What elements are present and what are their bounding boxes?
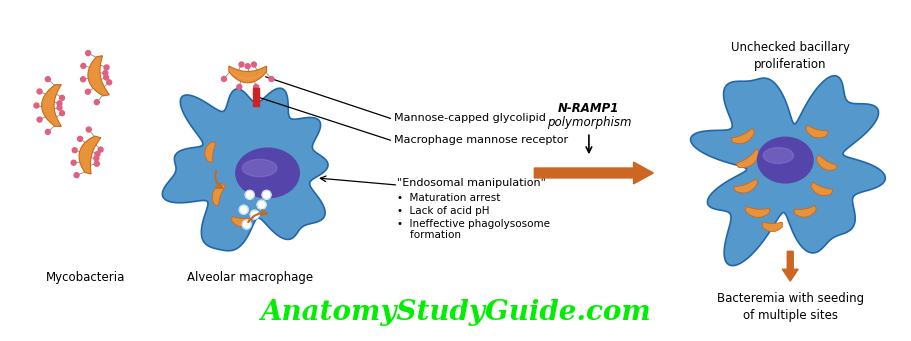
FancyArrow shape	[534, 162, 652, 184]
Circle shape	[242, 220, 251, 229]
Circle shape	[46, 130, 50, 134]
Circle shape	[245, 64, 250, 69]
Circle shape	[251, 62, 256, 67]
Text: AnatomyStudyGuide.com: AnatomyStudyGuide.com	[261, 299, 650, 326]
Circle shape	[239, 62, 244, 67]
Circle shape	[94, 156, 98, 161]
Circle shape	[94, 161, 99, 166]
Polygon shape	[690, 76, 885, 266]
Circle shape	[269, 76, 273, 81]
Polygon shape	[732, 179, 757, 193]
Circle shape	[71, 160, 76, 165]
Circle shape	[37, 89, 42, 94]
Polygon shape	[744, 206, 769, 217]
Ellipse shape	[242, 159, 277, 177]
Circle shape	[250, 210, 259, 219]
Circle shape	[98, 147, 103, 152]
Polygon shape	[87, 56, 109, 96]
Polygon shape	[762, 222, 782, 232]
Circle shape	[80, 77, 86, 82]
Polygon shape	[262, 180, 281, 192]
Polygon shape	[205, 142, 216, 162]
Text: "Endosomal manipulation": "Endosomal manipulation"	[397, 178, 546, 188]
Circle shape	[103, 71, 107, 76]
Polygon shape	[46, 85, 57, 127]
Circle shape	[221, 76, 226, 81]
Circle shape	[104, 75, 108, 80]
Circle shape	[107, 80, 111, 85]
Circle shape	[253, 85, 259, 89]
Circle shape	[57, 105, 62, 110]
FancyArrowPatch shape	[215, 170, 222, 188]
Circle shape	[74, 173, 79, 178]
Polygon shape	[212, 184, 226, 206]
Circle shape	[86, 50, 90, 56]
Text: •  Ineffective phagolysosome: • Ineffective phagolysosome	[397, 219, 550, 228]
Polygon shape	[229, 69, 266, 79]
Polygon shape	[815, 155, 836, 170]
Circle shape	[57, 101, 62, 106]
Text: •  Maturation arrest: • Maturation arrest	[397, 193, 500, 203]
Circle shape	[46, 77, 50, 81]
Ellipse shape	[763, 148, 793, 163]
Circle shape	[72, 148, 77, 153]
Polygon shape	[42, 85, 61, 127]
Circle shape	[59, 95, 65, 100]
Circle shape	[261, 190, 271, 199]
Circle shape	[95, 151, 100, 157]
Text: polymorphism: polymorphism	[546, 116, 630, 129]
Polygon shape	[231, 217, 251, 227]
FancyArrow shape	[782, 251, 797, 281]
Circle shape	[59, 111, 65, 116]
Text: Mycobacteria: Mycobacteria	[46, 271, 126, 284]
Text: N-RAMP1: N-RAMP1	[558, 102, 619, 115]
Text: Mannose-capped glycolipid: Mannose-capped glycolipid	[393, 114, 545, 123]
Text: •  Lack of acid pH: • Lack of acid pH	[397, 206, 489, 216]
Text: Unchecked bacillary
proliferation: Unchecked bacillary proliferation	[730, 41, 849, 71]
Circle shape	[245, 190, 254, 199]
Polygon shape	[793, 206, 815, 217]
Polygon shape	[805, 125, 827, 138]
Text: Bacteremia with seeding
of multiple sites: Bacteremia with seeding of multiple site…	[716, 292, 863, 322]
Circle shape	[81, 63, 86, 69]
Polygon shape	[229, 66, 266, 83]
Circle shape	[87, 127, 91, 132]
Circle shape	[86, 89, 90, 94]
Ellipse shape	[236, 148, 299, 198]
Circle shape	[37, 117, 42, 122]
Circle shape	[77, 136, 82, 142]
Circle shape	[257, 200, 266, 209]
Text: formation: formation	[397, 231, 461, 240]
Polygon shape	[83, 137, 97, 173]
Polygon shape	[92, 56, 106, 95]
Polygon shape	[735, 149, 759, 168]
Polygon shape	[730, 128, 753, 144]
Polygon shape	[79, 136, 100, 174]
Bar	[252, 88, 259, 105]
Circle shape	[237, 85, 241, 89]
Circle shape	[104, 65, 109, 70]
Circle shape	[94, 100, 99, 105]
Text: Alveolar macrophage: Alveolar macrophage	[187, 271, 312, 284]
Text: Macrophage mannose receptor: Macrophage mannose receptor	[393, 135, 567, 145]
Polygon shape	[810, 182, 832, 196]
Polygon shape	[162, 88, 328, 251]
Circle shape	[239, 205, 248, 214]
Ellipse shape	[757, 137, 813, 183]
Circle shape	[34, 103, 39, 108]
FancyArrowPatch shape	[248, 210, 266, 222]
